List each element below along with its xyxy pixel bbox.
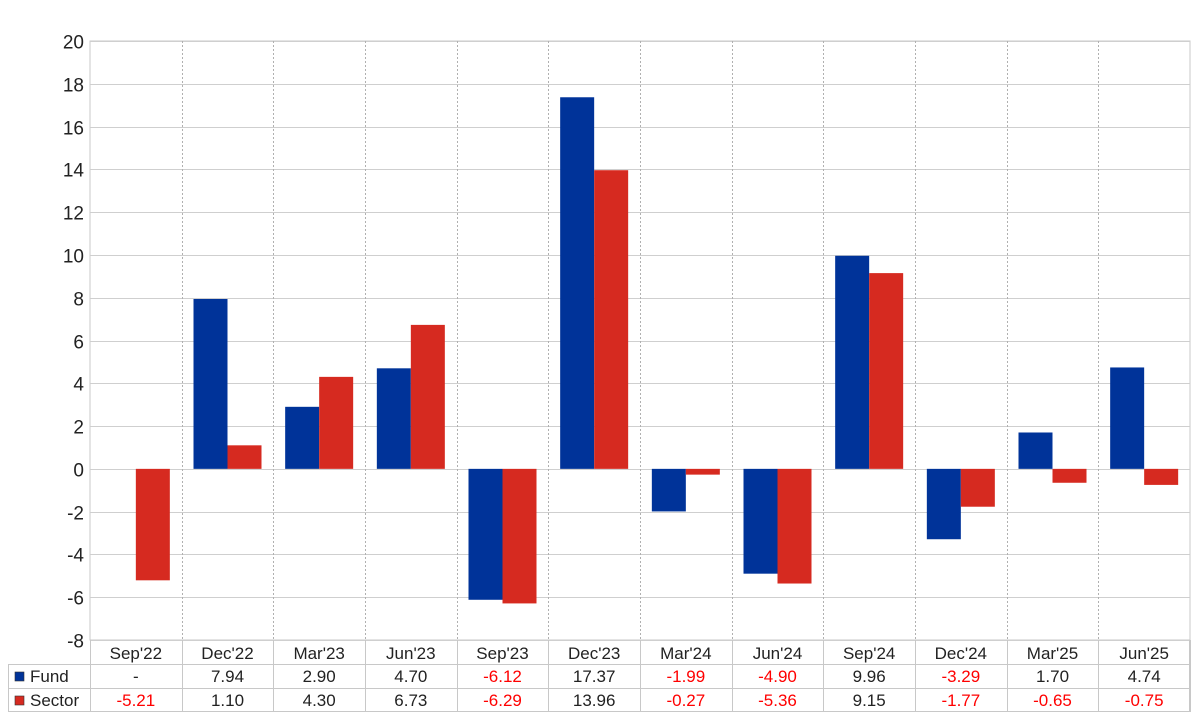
- data-label-fund: 2.90: [303, 667, 336, 686]
- bar-sector: [777, 468, 812, 584]
- bar-fund: [743, 468, 778, 574]
- data-label-sector: 6.73: [394, 691, 427, 710]
- data-label-sector: -1.77: [941, 691, 980, 710]
- data-label-fund: -4.90: [758, 667, 797, 686]
- y-tick-label: -8: [67, 632, 84, 653]
- x-category-label: Sep'22: [110, 644, 162, 663]
- data-label-fund: 1.70: [1036, 667, 1069, 686]
- bar-fund: [651, 468, 686, 512]
- x-category-label: Dec'22: [201, 644, 253, 663]
- bar-fund: [1018, 432, 1053, 469]
- x-category-label: Mar'25: [1027, 644, 1078, 663]
- bar-fund: [835, 255, 870, 469]
- y-tick-label: -4: [67, 546, 84, 567]
- bar-sector: [135, 468, 170, 581]
- bar-fund: [193, 298, 228, 469]
- x-category-label: Mar'24: [660, 644, 711, 663]
- data-label-fund: -3.29: [941, 667, 980, 686]
- y-tick-label: 16: [63, 119, 84, 140]
- data-label-sector: 9.15: [853, 691, 886, 710]
- data-label-fund: 4.70: [394, 667, 427, 686]
- legend-label-sector: Sector: [30, 691, 79, 710]
- y-tick-label: 10: [63, 247, 84, 268]
- bar-sector: [502, 468, 537, 604]
- y-tick-label: -2: [67, 504, 84, 525]
- y-tick-label: 6: [73, 333, 84, 354]
- data-label-sector: 4.30: [303, 691, 336, 710]
- x-category-label: Jun'23: [386, 644, 436, 663]
- x-category-label: Sep'24: [843, 644, 895, 663]
- data-label-fund: 9.96: [853, 667, 886, 686]
- bar-sector: [319, 376, 354, 469]
- legend-label-fund: Fund: [30, 667, 69, 686]
- legend-swatch-fund: [14, 671, 25, 682]
- bar-sector: [410, 324, 445, 469]
- x-category-label: Dec'23: [568, 644, 620, 663]
- x-category-label: Jun'25: [1119, 644, 1169, 663]
- bar-fund: [468, 468, 503, 600]
- data-label-sector: -6.29: [483, 691, 522, 710]
- bar-sector: [960, 468, 995, 507]
- data-label-fund: -6.12: [483, 667, 522, 686]
- y-tick-label: 4: [73, 375, 84, 396]
- data-label-sector: -0.27: [666, 691, 705, 710]
- x-category-label: Jun'24: [753, 644, 803, 663]
- bar-sector: [869, 273, 904, 469]
- bar-fund: [1110, 367, 1145, 469]
- grid: [89, 40, 1191, 641]
- data-label-fund: 4.74: [1128, 667, 1161, 686]
- x-category-label: Mar'23: [293, 644, 344, 663]
- bar-fund: [560, 97, 595, 469]
- data-label-sector: -0.65: [1033, 691, 1072, 710]
- bar-fund: [285, 406, 320, 469]
- data-table: Sep'22 Dec'22 Mar'23 Jun'23 Sep'23 Dec'23 Mar'…: [8, 640, 1191, 712]
- bar-sector: [1144, 468, 1179, 485]
- bar-sector: [227, 445, 262, 469]
- data-label-sector: -0.75: [1125, 691, 1164, 710]
- data-label-sector: -5.36: [758, 691, 797, 710]
- data-label-sector: 1.10: [211, 691, 244, 710]
- x-category-label: Sep'23: [476, 644, 528, 663]
- data-label-fund: -: [133, 667, 139, 686]
- data-label-fund: 7.94: [211, 667, 244, 686]
- y-tick-label: 8: [73, 290, 84, 311]
- bar-sector: [594, 170, 629, 469]
- y-tick-label: 2: [73, 418, 84, 439]
- y-tick-label: 12: [63, 204, 84, 225]
- y-tick-label: 18: [63, 76, 84, 97]
- y-tick-label: 20: [63, 33, 84, 54]
- y-tick-label: -6: [67, 589, 84, 610]
- data-label-fund: 17.37: [573, 667, 616, 686]
- legend-swatch-sector: [14, 695, 25, 706]
- bar-sector: [1052, 468, 1087, 483]
- bar-fund: [376, 368, 411, 469]
- data-label-fund: -1.99: [666, 667, 705, 686]
- bar-fund: [926, 468, 961, 540]
- data-label-sector: 13.96: [573, 691, 616, 710]
- bar-sector: [685, 468, 720, 475]
- bars: [135, 97, 1179, 604]
- y-tick-label: 0: [73, 461, 84, 482]
- x-category-label: Dec'24: [935, 644, 987, 663]
- y-axis-ticks: -8 -6 -4 -2 0 2 4 6 8 10 12 14 16 18 20: [63, 33, 85, 653]
- data-label-sector: -5.21: [116, 691, 155, 710]
- y-tick-label: 14: [63, 161, 85, 182]
